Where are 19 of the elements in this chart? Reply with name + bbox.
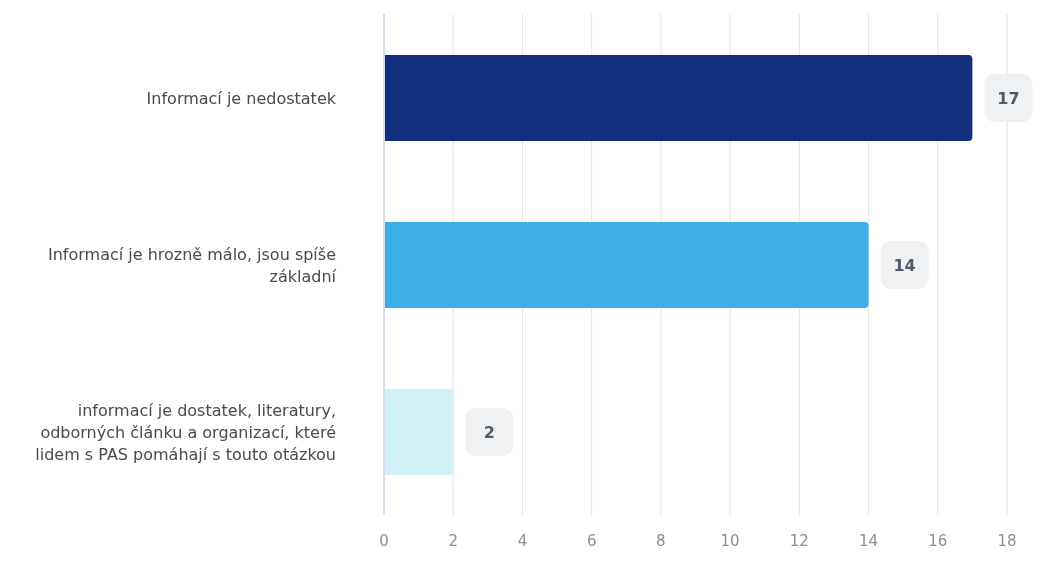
x-tick-label: 18: [997, 531, 1017, 550]
y-tick-label: Informací je nedostatek: [146, 88, 337, 107]
x-tick-label: 4: [517, 531, 528, 550]
x-tick-label: 0: [379, 531, 389, 550]
x-tick-label: 2: [448, 531, 458, 550]
x-tick-label: 6: [586, 531, 597, 550]
data-label: 14: [893, 255, 916, 275]
y-tick-label: informací je dostatek, literatury, odborných článku a organizací, které lidem s PAS pomáhají s touto otázkou: [35, 400, 336, 463]
bar: [384, 55, 973, 141]
x-tick-label: 12: [789, 531, 809, 550]
bar: [384, 222, 869, 308]
x-tick-label: 14: [859, 531, 879, 550]
x-tick-label: 10: [720, 531, 740, 550]
bar: [384, 389, 454, 475]
y-tick-label: Informací je hrozně málo, jsou spíše základní: [47, 244, 337, 285]
data-label: 17: [997, 88, 1020, 108]
data-label: 2: [483, 422, 495, 442]
x-tick-label: 8: [656, 531, 666, 550]
x-tick-label: 16: [928, 531, 948, 550]
